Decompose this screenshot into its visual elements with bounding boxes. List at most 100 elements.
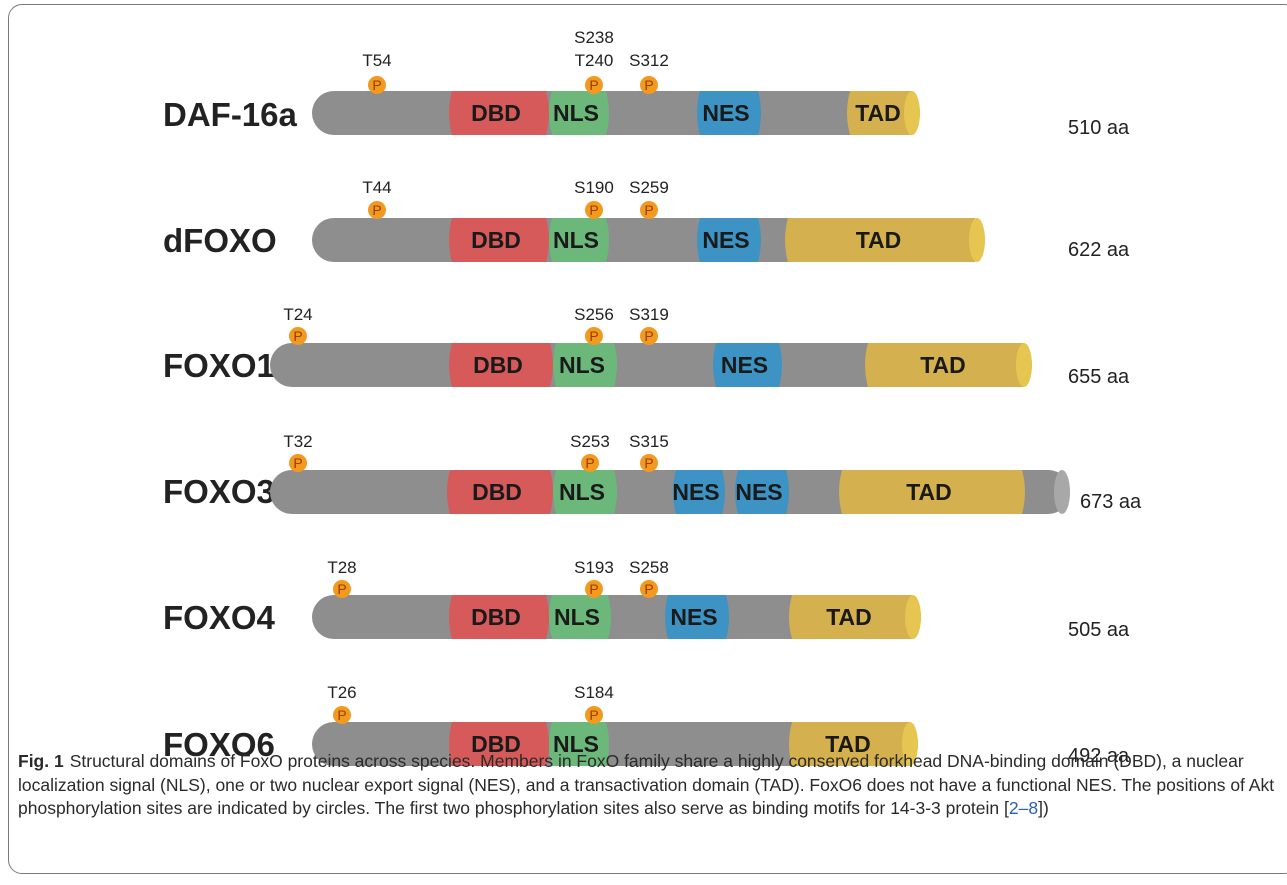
- phospho-circle-icon: [585, 201, 603, 219]
- domain-nes: NES: [665, 595, 729, 639]
- domain-label: DBD: [471, 227, 521, 253]
- phospho-site: S319 P: [629, 305, 669, 345]
- phospho-site: T24 P: [283, 305, 313, 345]
- phospho-site-label: S256: [574, 305, 614, 324]
- protein-length: 510 aa: [1068, 117, 1130, 139]
- phospho-circle-icon: [585, 580, 603, 598]
- phospho-site-label: T24: [283, 305, 312, 324]
- phospho-site: T44 P: [362, 178, 392, 219]
- domain-dbd: DBD: [449, 91, 549, 135]
- phospho-p-label: P: [589, 202, 598, 218]
- phospho-circle-icon: [640, 201, 658, 219]
- phospho-p-label: P: [293, 328, 302, 344]
- cylinder-end-cap: [1054, 470, 1070, 514]
- domain-label: NLS: [553, 100, 599, 126]
- phospho-circle-icon: [289, 454, 307, 472]
- phospho-site-label: S253: [570, 432, 610, 451]
- phospho-site-label: S258: [629, 558, 669, 577]
- domain-label: NES: [721, 352, 768, 378]
- phospho-site-label: T44: [362, 178, 391, 197]
- caption-text: Structural domains of FoxO proteins acro…: [18, 751, 1275, 818]
- phospho-site-label: T26: [327, 683, 356, 702]
- phospho-p-label: P: [644, 328, 653, 344]
- phospho-circle-icon: [585, 706, 603, 724]
- cylinder-end-cap: [905, 595, 921, 639]
- phospho-site-label: S319: [629, 305, 669, 324]
- phospho-circle-icon: [333, 706, 351, 724]
- phospho-site: S259 P: [629, 178, 669, 219]
- domain-label: NLS: [553, 227, 599, 253]
- phospho-site-label: S193: [574, 558, 614, 577]
- phospho-circle-icon: [640, 580, 658, 598]
- domain-tad: TAD: [789, 595, 915, 639]
- domain-nls: NLS: [553, 343, 617, 387]
- phospho-site-label: T28: [327, 558, 356, 577]
- phospho-p-label: P: [589, 581, 598, 597]
- domain-label: TAD: [826, 604, 872, 630]
- domain-label: NLS: [554, 604, 600, 630]
- protein-row-foxo3: FOXO3 DBD NLS NES NES TAD T32 P S253 P S315 P 673 aa: [163, 432, 1142, 514]
- phospho-site: S253 P: [570, 432, 610, 472]
- phospho-site-label: S259: [629, 178, 669, 197]
- protein-backbone: [312, 91, 920, 135]
- domain-label: DBD: [471, 604, 521, 630]
- protein-length: 655 aa: [1068, 366, 1130, 388]
- domain-label: NES: [670, 604, 717, 630]
- phospho-site-label: S315: [629, 432, 669, 451]
- phospho-circle-icon: [289, 327, 307, 345]
- phospho-site-label: T240: [575, 51, 614, 70]
- phospho-p-label: P: [337, 707, 346, 723]
- protein-length: 673 aa: [1080, 491, 1142, 513]
- caption-text-end: ]): [1038, 798, 1049, 818]
- domain-nls: NLS: [553, 470, 617, 514]
- phospho-p-label: P: [589, 77, 598, 93]
- domain-nes: NES: [697, 91, 761, 135]
- domain-label: TAD: [855, 100, 901, 126]
- phospho-p-label: P: [337, 581, 346, 597]
- phospho-site: S256 P: [574, 305, 614, 345]
- phospho-site: S190 P: [574, 178, 614, 219]
- domain-label: TAD: [920, 352, 966, 378]
- citation-link[interactable]: 2–8: [1008, 798, 1039, 818]
- cylinder-end-cap: [1016, 343, 1032, 387]
- protein-length: 622 aa: [1068, 239, 1130, 261]
- cylinder-end-cap: [904, 91, 920, 135]
- domain-label: TAD: [825, 731, 871, 757]
- domain-dbd: DBD: [449, 722, 549, 766]
- domain-nls: NLS: [549, 722, 609, 766]
- phospho-site-label: S312: [629, 51, 669, 70]
- phospho-site-label: S238: [574, 28, 614, 47]
- phospho-p-label: P: [372, 202, 381, 218]
- figure-caption: Fig. 1 Structural domains of FoxO protein…: [18, 750, 1280, 821]
- protein-name: FOXO1: [163, 347, 275, 384]
- protein-name: FOXO3: [163, 473, 275, 510]
- domain-nes: NES: [713, 343, 782, 387]
- phospho-site: T26 P: [327, 683, 357, 724]
- protein-row-dfoxo: dFOXO DBD NLS NES TAD T44 P S190 P S259 P 622 aa: [163, 178, 1130, 262]
- domain-label: DBD: [472, 479, 522, 505]
- phospho-circle-icon: [333, 580, 351, 598]
- protein-name: dFOXO: [163, 222, 277, 259]
- figure-label: Fig. 1: [18, 751, 64, 771]
- domain-tad: TAD: [839, 470, 1025, 514]
- domain-label: DBD: [471, 100, 521, 126]
- domain-nes: NES: [672, 470, 725, 514]
- domain-label: NES: [702, 100, 749, 126]
- phospho-circle-icon: [581, 454, 599, 472]
- domain-label: NLS: [553, 731, 599, 757]
- domain-dbd: DBD: [449, 595, 549, 639]
- phospho-p-label: P: [644, 202, 653, 218]
- phospho-p-label: P: [372, 77, 381, 93]
- phospho-site: S184 P: [574, 683, 614, 724]
- phospho-circle-icon: [640, 76, 658, 94]
- phospho-site-label: S190: [574, 178, 614, 197]
- domain-nls: NLS: [549, 218, 609, 262]
- domain-nls: NLS: [549, 595, 611, 639]
- phospho-site: S238 T240 P: [574, 28, 614, 94]
- domain-label: NLS: [559, 479, 605, 505]
- domain-label: NLS: [559, 352, 605, 378]
- protein-length: 505 aa: [1068, 619, 1130, 641]
- protein-name: FOXO6: [163, 726, 275, 763]
- phospho-site: T28 P: [327, 558, 357, 598]
